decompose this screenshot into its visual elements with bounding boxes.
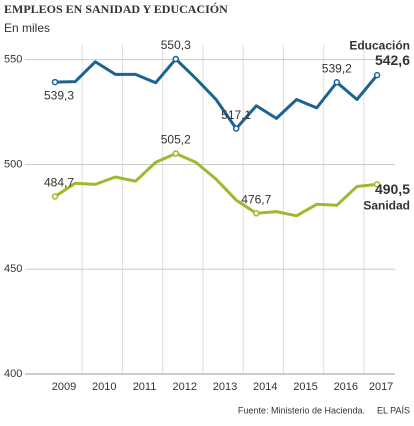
data-label: 550,3: [161, 38, 191, 52]
data-label: 505,2: [161, 133, 191, 147]
x-tick-label: 2013: [213, 381, 237, 393]
x-tick-label: 2011: [133, 381, 157, 393]
marker: [51, 78, 59, 86]
marker: [373, 71, 381, 79]
data-label: 476,7: [241, 192, 271, 206]
x-tick-label: 2010: [92, 381, 116, 393]
y-tick-label: 550: [4, 54, 22, 66]
y-tick-label: 450: [4, 263, 22, 275]
marker: [232, 125, 240, 132]
data-label: 539,2: [322, 61, 352, 75]
chart-title: EMPLEOS EN SANIDAD Y EDUCACIÓN: [4, 2, 228, 16]
line: [54, 152, 378, 218]
marker: [333, 79, 341, 86]
x-tick-label: 2016: [334, 381, 358, 393]
x-tick-label: 2017: [369, 381, 393, 393]
legend-label: Educación: [349, 38, 410, 52]
marker: [51, 193, 59, 200]
y-tick-label: 400: [4, 368, 22, 380]
subtitle: En miles: [4, 21, 50, 35]
x-tick-label: 2015: [293, 381, 317, 393]
marker: [172, 150, 180, 157]
marker: [172, 55, 180, 63]
source: Fuente: Ministerio de Hacienda.: [238, 405, 365, 415]
data-label: 484,7: [44, 176, 74, 190]
x-tick-label: 2009: [52, 381, 76, 393]
line: [54, 57, 379, 131]
data-label: 539,3: [44, 88, 74, 102]
legend-label: Sanidad: [363, 199, 410, 213]
end-value-label: 490,5: [375, 181, 410, 197]
x-tick-label: 2014: [253, 381, 277, 393]
marker: [253, 210, 260, 217]
publisher: EL PAÍS: [377, 405, 410, 415]
end-value-label: 542,6: [375, 52, 410, 68]
marker: [373, 181, 381, 188]
x-tick-label: 2012: [173, 381, 197, 393]
data-label: 517,1: [221, 108, 251, 122]
y-tick-label: 500: [4, 158, 22, 170]
